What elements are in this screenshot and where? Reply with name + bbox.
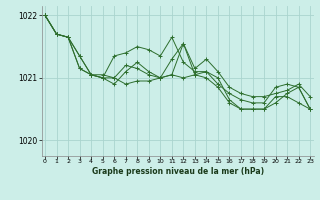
X-axis label: Graphe pression niveau de la mer (hPa): Graphe pression niveau de la mer (hPa) [92,167,264,176]
